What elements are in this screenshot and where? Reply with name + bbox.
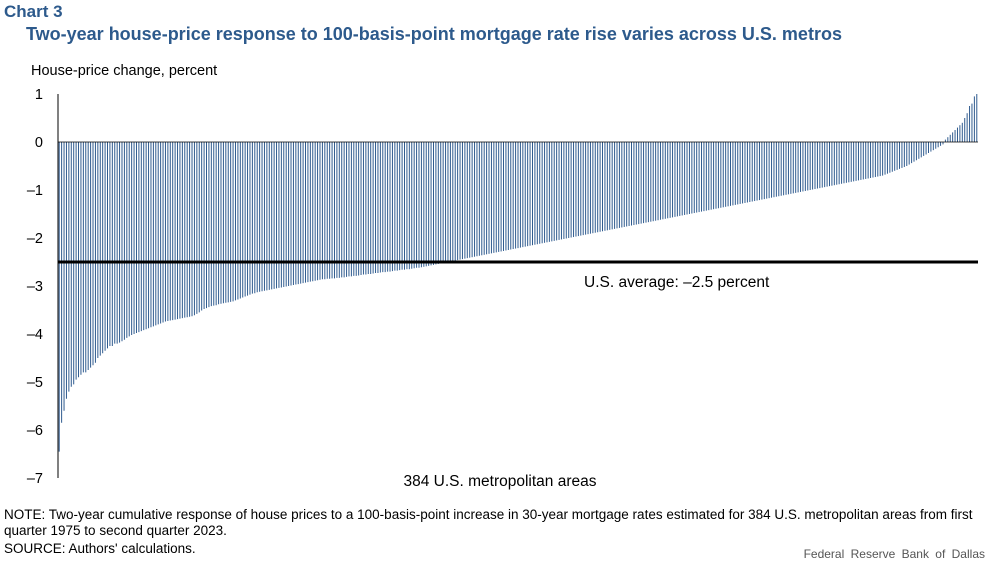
credit-text: Federal Reserve Bank of Dallas: [803, 547, 985, 561]
average-label: U.S. average: –2.5 percent: [584, 274, 770, 291]
bar-chart: House-price change, percent 1 0 –1 –2 –3 –4 –5…: [27, 63, 978, 490]
chart-source: SOURCE: Authors' calculations.: [4, 541, 196, 556]
y-axis-label: House-price change, percent: [31, 63, 217, 79]
y-tick-label: –5: [27, 375, 43, 391]
chart-note: NOTE: Two-year cumulative response of ho…: [4, 507, 973, 538]
y-tick-label: 0: [35, 135, 43, 151]
y-tick-label: –6: [27, 423, 43, 439]
y-tick-label: –7: [27, 471, 43, 487]
x-axis-label: 384 U.S. metropolitan areas: [404, 473, 597, 490]
chart-number: Chart 3: [4, 2, 63, 21]
bars-group: [58, 94, 978, 452]
y-axis-ticks: 1 0 –1 –2 –3 –4 –5 –6 –7: [27, 87, 43, 487]
y-tick-label: 1: [35, 87, 43, 103]
y-tick-label: –3: [27, 279, 43, 295]
y-tick-label: –1: [27, 183, 43, 199]
chart-title: Two-year house-price response to 100-bas…: [26, 24, 842, 44]
y-tick-label: –4: [27, 327, 43, 343]
y-tick-label: –2: [27, 231, 43, 247]
